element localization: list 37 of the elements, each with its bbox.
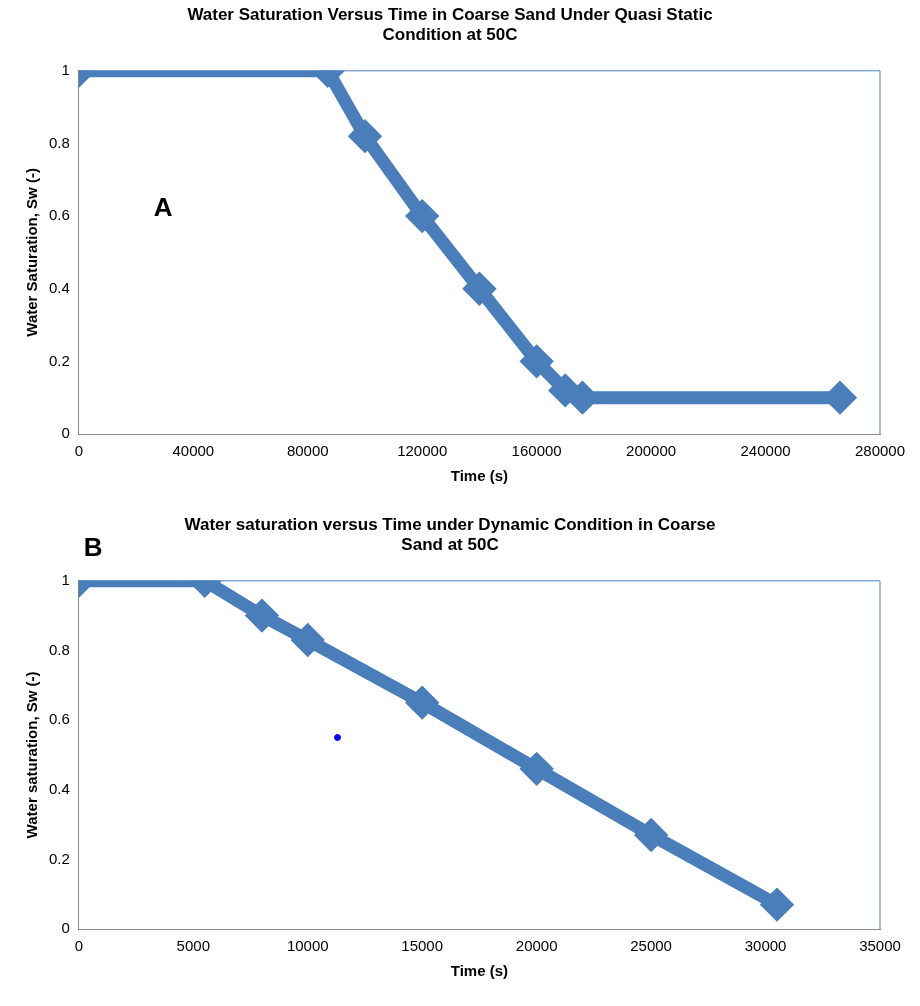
y-axis-title: Water Saturation, Sw (-) xyxy=(23,168,41,337)
x-axis-title: Time (s) xyxy=(450,962,509,980)
y-tick-label: 0.6 xyxy=(48,206,70,224)
x-tick-label: 0 xyxy=(74,442,84,460)
y-tick-label: 0 xyxy=(61,424,70,442)
x-tick-label: 5000 xyxy=(176,937,210,955)
point xyxy=(334,733,342,741)
y-tick-label: 0.4 xyxy=(48,779,70,797)
x-tick-label: 15000 xyxy=(401,937,444,955)
chart-title: Water Saturation Versus Time in Coarse Sand Under Quasi Static Condition at 50C xyxy=(187,4,713,45)
y-axis-title: Water saturation, Sw (-) xyxy=(23,671,41,839)
x-tick-label: 200000 xyxy=(626,442,677,460)
chart-title: Water saturation versus Time under Dynamic Condition in Coarse Sand at 50C xyxy=(184,514,716,555)
x-tick-label: 240000 xyxy=(740,442,791,460)
y-tick-label: 0.2 xyxy=(48,849,70,867)
y-tick-label: 0.8 xyxy=(48,133,70,151)
text: B xyxy=(83,531,103,562)
y-tick-label: 0.4 xyxy=(48,278,70,296)
x-tick-label: 120000 xyxy=(397,442,448,460)
x-tick-label: 30000 xyxy=(744,937,787,955)
x-axis-title: Time (s) xyxy=(450,467,509,485)
x-tick-label: 10000 xyxy=(286,937,329,955)
annotation: A xyxy=(153,191,173,222)
x-tick-label: 35000 xyxy=(859,937,901,955)
x-tick-label: 80000 xyxy=(286,442,329,460)
y-tick-label: 0.2 xyxy=(48,351,70,369)
y-tick-label: 1 xyxy=(61,60,70,78)
y-tick-label: 0.6 xyxy=(48,710,70,728)
x-tick-label: 280000 xyxy=(854,442,906,460)
x-tick-label: 0 xyxy=(74,937,84,955)
x-tick-label: 40000 xyxy=(172,442,215,460)
x-tick-label: 25000 xyxy=(630,937,672,955)
x-tick-label: 20000 xyxy=(515,937,558,955)
y-tick-label: 0 xyxy=(61,919,70,937)
y-tick-label: 0.8 xyxy=(48,640,70,658)
y-tick-label: 1 xyxy=(61,570,70,588)
x-tick-label: 160000 xyxy=(511,442,562,460)
